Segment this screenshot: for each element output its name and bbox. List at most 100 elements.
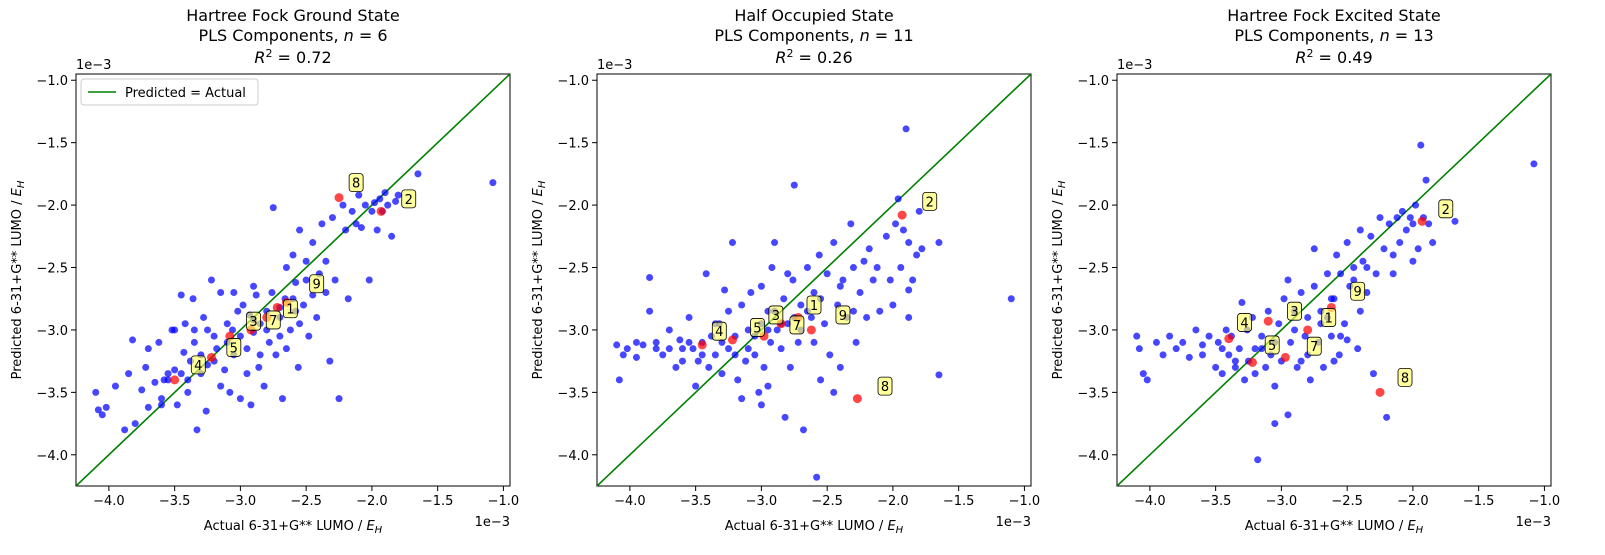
data-point xyxy=(1409,220,1417,228)
data-point xyxy=(352,220,360,228)
data-point xyxy=(751,351,759,359)
data-point xyxy=(935,371,943,379)
data-point xyxy=(155,338,163,346)
data-point xyxy=(784,270,792,278)
y-tick-label: −4.0 xyxy=(36,449,68,464)
data-point xyxy=(1179,338,1187,346)
x-tick-label: −2.0 xyxy=(877,494,909,509)
data-point xyxy=(1241,376,1249,384)
data-point xyxy=(803,264,811,272)
data-point xyxy=(1297,288,1305,296)
data-point xyxy=(860,257,868,265)
data-point xyxy=(151,378,159,386)
x-tick-label: −1.5 xyxy=(1463,494,1495,509)
data-point xyxy=(909,276,917,284)
data-point xyxy=(789,276,797,284)
data-point xyxy=(718,338,726,346)
highlighted-point xyxy=(727,335,737,345)
y-tick-label: −2.5 xyxy=(557,262,589,277)
data-point xyxy=(665,326,673,334)
data-point xyxy=(757,282,765,290)
y-tick-label: −1.5 xyxy=(557,137,589,152)
data-point xyxy=(1372,270,1380,278)
label-box xyxy=(265,310,281,330)
data-point xyxy=(171,326,179,334)
data-point xyxy=(678,357,686,365)
data-point xyxy=(810,288,818,296)
data-point xyxy=(1422,176,1430,184)
x-axis-label: Actual 6-31+G** LUMO / EH xyxy=(204,519,383,536)
data-point xyxy=(913,251,921,259)
data-point xyxy=(646,307,654,315)
data-point xyxy=(318,220,326,228)
point-label-1: 1 xyxy=(1321,308,1337,327)
data-point xyxy=(659,351,667,359)
label-text: 9 xyxy=(839,309,847,324)
point-label-1: 1 xyxy=(806,295,822,315)
label-box xyxy=(789,315,805,335)
data-point xyxy=(1383,413,1391,421)
data-point xyxy=(728,239,736,247)
data-point xyxy=(764,326,772,334)
data-point xyxy=(204,361,212,369)
data-point xyxy=(694,357,702,365)
data-point xyxy=(1376,214,1384,222)
data-point xyxy=(1330,357,1338,365)
data-point xyxy=(615,376,623,384)
label-box xyxy=(1438,199,1454,219)
x-tick-label: −3.5 xyxy=(159,494,191,509)
data-point xyxy=(799,426,807,434)
y-tick-label: −1.5 xyxy=(36,137,68,152)
data-point xyxy=(1205,332,1213,340)
highlighted-point xyxy=(206,352,216,362)
data-point xyxy=(1323,270,1331,278)
data-point xyxy=(1367,232,1375,240)
data-point xyxy=(815,251,823,259)
label-box xyxy=(226,338,242,357)
data-point xyxy=(856,288,864,296)
chart-title-r2: R2 = 0.72 xyxy=(254,47,331,67)
data-point xyxy=(897,264,905,272)
data-point xyxy=(381,189,389,197)
data-point xyxy=(1258,345,1266,353)
data-point xyxy=(243,370,251,378)
label-box xyxy=(835,305,851,325)
data-point xyxy=(1275,320,1283,328)
data-point xyxy=(1406,214,1414,222)
data-point xyxy=(92,388,100,396)
data-point xyxy=(98,411,106,419)
data-point xyxy=(322,288,330,296)
data-point xyxy=(1363,264,1371,272)
data-point xyxy=(760,363,768,371)
data-point xyxy=(1284,411,1292,419)
data-point xyxy=(247,401,255,409)
data-point xyxy=(328,214,336,222)
data-point xyxy=(619,351,627,359)
data-point xyxy=(177,370,185,378)
data-point xyxy=(705,363,713,371)
data-point xyxy=(207,276,215,284)
highlighted-point xyxy=(1375,387,1385,397)
data-point xyxy=(357,224,365,232)
point-label-2: 2 xyxy=(401,189,417,209)
data-point xyxy=(1363,288,1371,296)
data-point xyxy=(1214,338,1222,346)
data-point xyxy=(1350,276,1358,284)
data-point xyxy=(1212,363,1220,371)
data-point xyxy=(278,395,286,403)
data-point xyxy=(1139,370,1147,378)
x-tick-label: −4.0 xyxy=(93,494,125,509)
data-point xyxy=(305,332,313,340)
label-box xyxy=(348,173,364,193)
data-point xyxy=(826,351,834,359)
data-point xyxy=(144,345,152,353)
data-point xyxy=(1396,239,1404,247)
x-axis-label: Actual 6-31+G** LUMO / EH xyxy=(725,519,904,536)
data-point xyxy=(1350,264,1358,272)
y-offset-text: 1e−3 xyxy=(597,58,632,73)
data-point xyxy=(678,345,686,353)
y-axis-label: Predicted 6-31+G** LUMO / EH xyxy=(531,180,548,379)
data-point xyxy=(892,220,900,228)
x-tick-label: −3.0 xyxy=(746,494,778,509)
data-point xyxy=(755,388,763,396)
